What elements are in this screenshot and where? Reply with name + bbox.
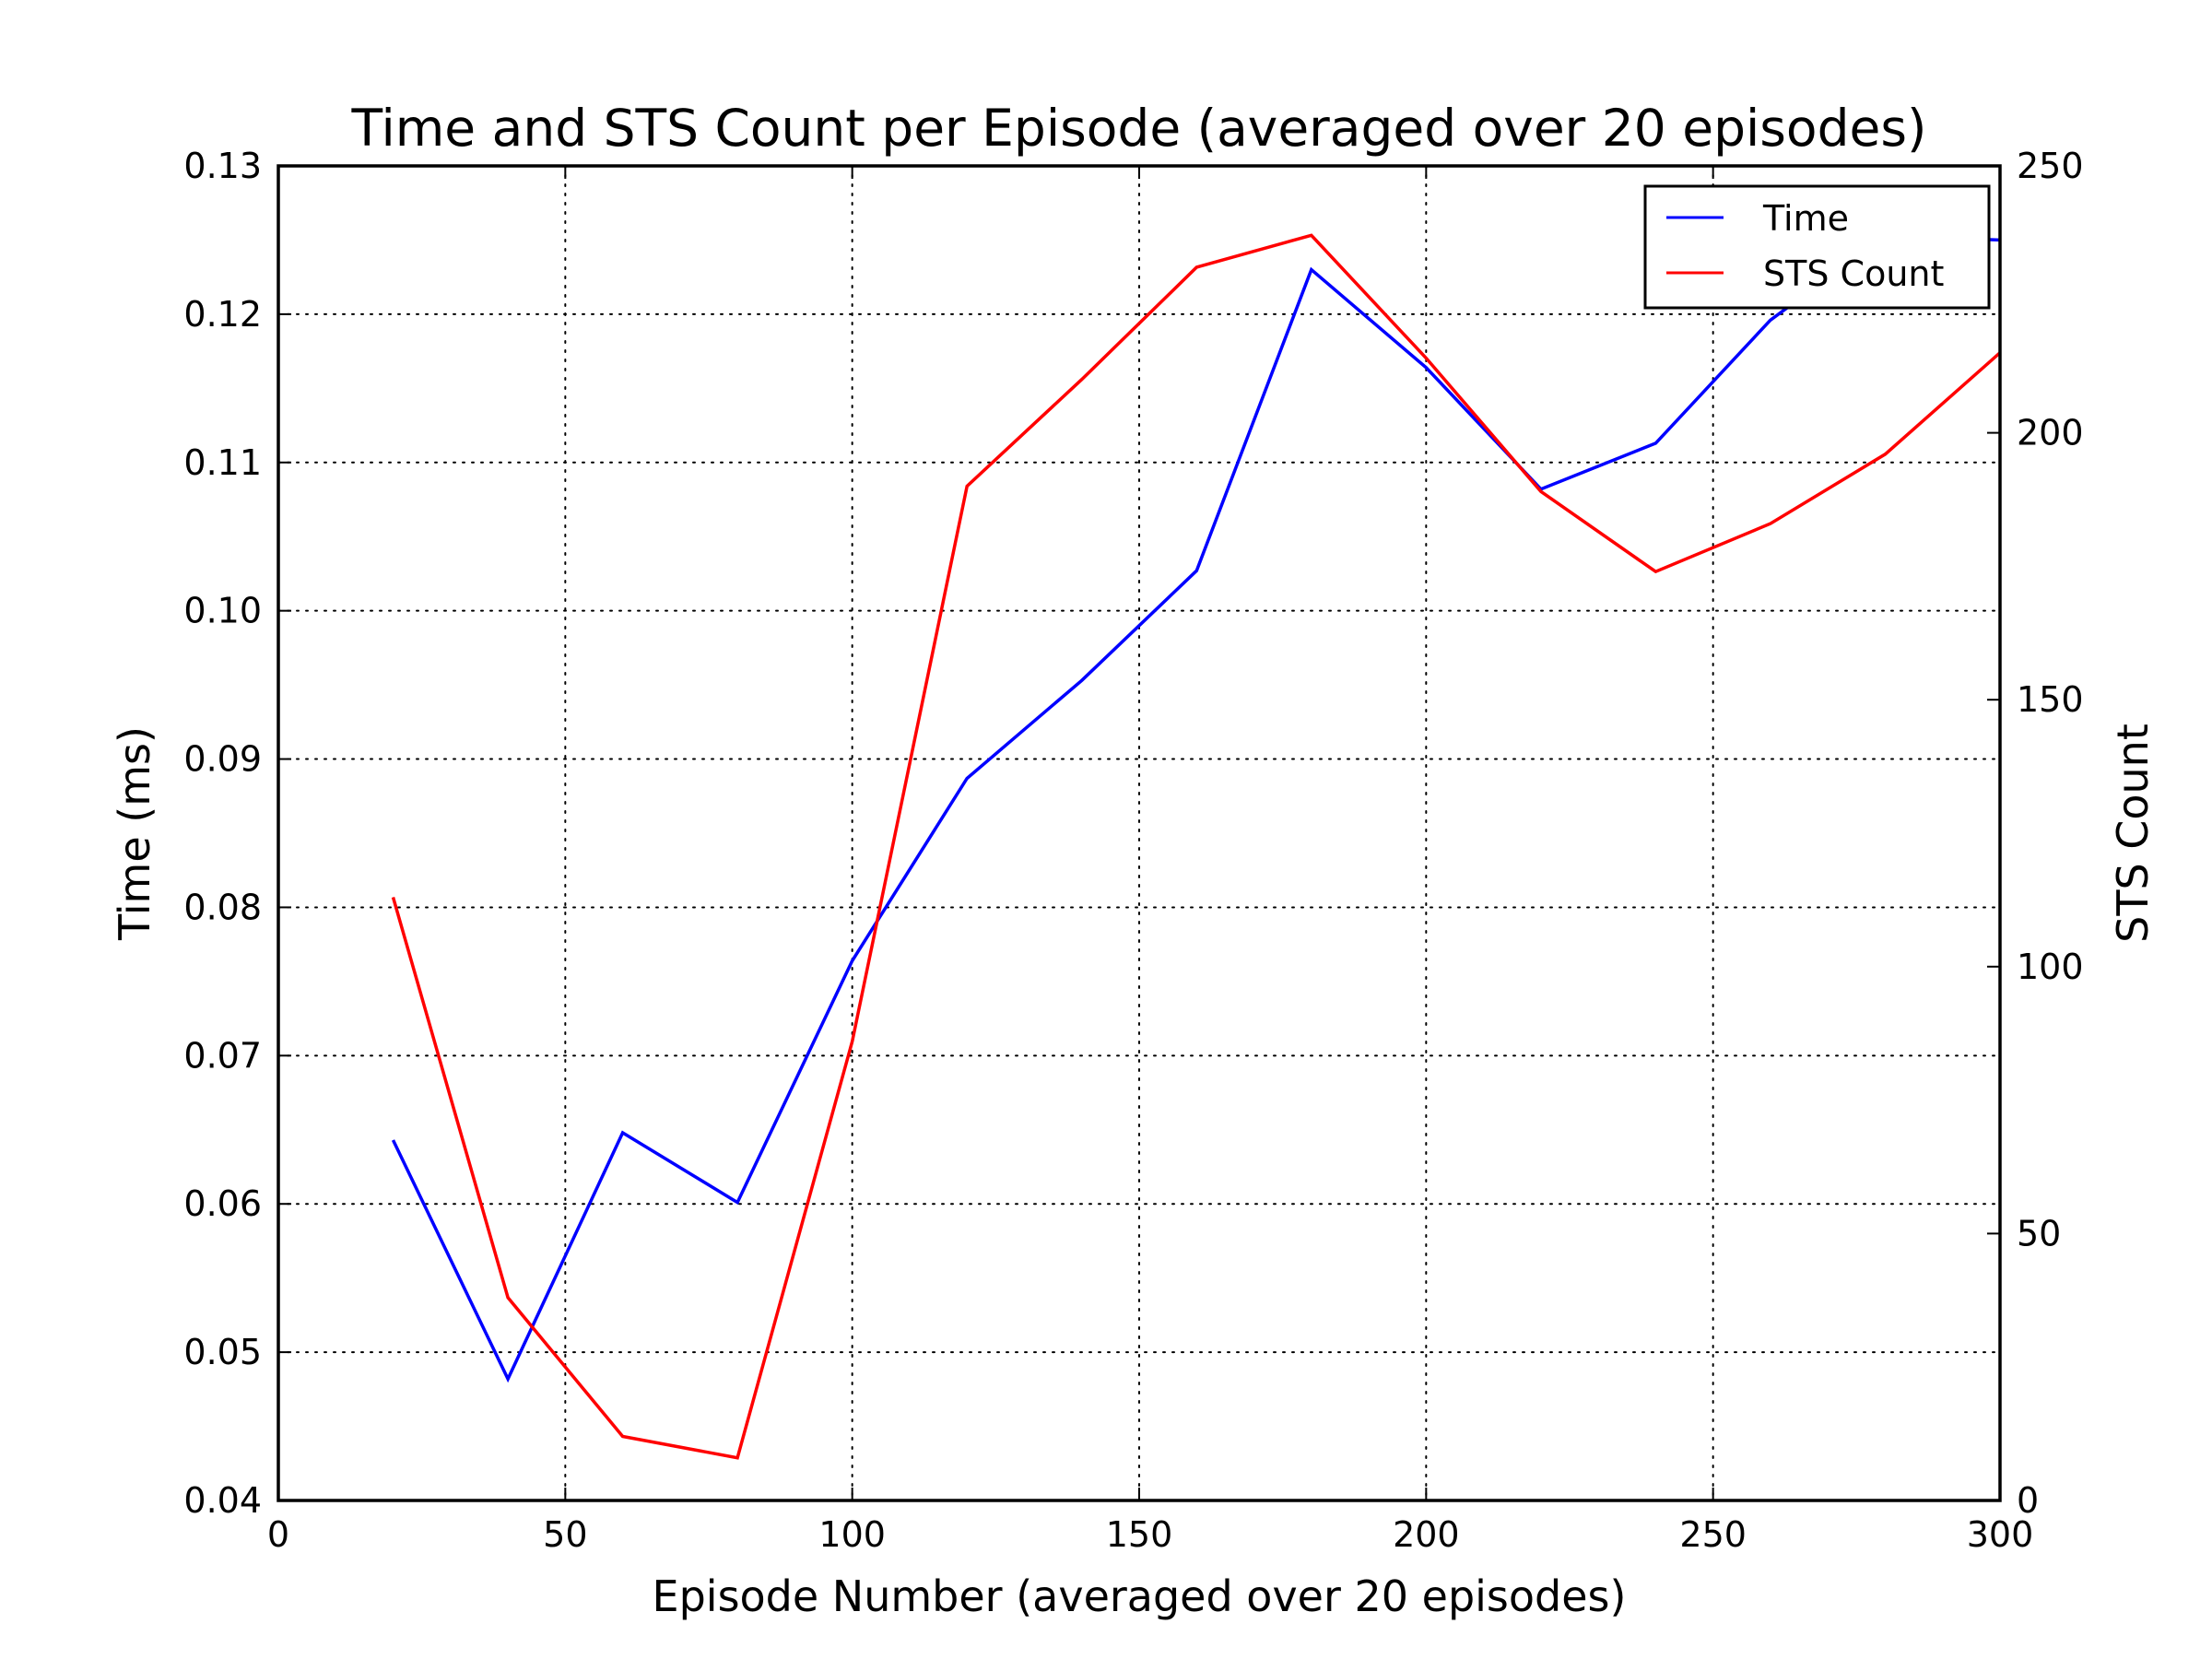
y-tick-label-left: 0.04 — [183, 1480, 262, 1521]
y-tick-label-left: 0.06 — [183, 1183, 262, 1224]
y-tick-label-left: 0.07 — [183, 1035, 262, 1076]
x-tick-label: 50 — [543, 1514, 587, 1555]
y-axis-label-left: Time (ms) — [110, 726, 159, 941]
axis-ticks — [277, 165, 2001, 1501]
y-tick-label-left: 0.05 — [183, 1332, 262, 1372]
grid-lines — [277, 165, 2001, 1501]
legend-label-sts-count: STS Count — [1763, 253, 1944, 294]
x-tick-label: 150 — [1106, 1514, 1173, 1555]
x-tick-label: 250 — [1679, 1514, 1747, 1555]
y-tick-label-left: 0.12 — [183, 294, 262, 335]
y-tick-label-left: 0.08 — [183, 887, 262, 927]
legend-box — [1643, 184, 1991, 310]
x-tick-labels: 0 50 100 150 200 250 300 — [267, 1514, 2033, 1555]
y-tick-label-right: 100 — [2017, 947, 2084, 987]
x-tick-label: 200 — [1393, 1514, 1460, 1555]
y-tick-label-left: 0.13 — [183, 146, 262, 186]
chart-title: Time and STS Count per Episode (averaged… — [351, 99, 1927, 158]
series-lines — [391, 233, 2000, 1460]
legend: Time STS Count — [1643, 184, 1991, 310]
y-tick-label-left: 0.11 — [183, 442, 262, 483]
series-line-sts-count — [391, 233, 2000, 1460]
y-tick-label-right: 150 — [2017, 679, 2084, 720]
x-axis-label: Episode Number (averaged over 20 episode… — [653, 1571, 1627, 1621]
y-tick-labels-right: 0 50 100 150 200 250 — [2017, 146, 2084, 1521]
series-line-time — [391, 233, 2000, 1383]
y-tick-label-left: 0.10 — [183, 591, 262, 631]
y-tick-label-right: 250 — [2017, 146, 2084, 186]
y-tick-label-right: 50 — [2017, 1213, 2061, 1253]
y-axis-label-right: STS Count — [2108, 724, 2158, 943]
y-tick-label-right: 200 — [2017, 413, 2084, 453]
legend-label-time: Time — [1762, 198, 1849, 239]
y-tick-labels-left: 0.04 0.05 0.06 0.07 0.08 0.09 0.10 0.11 0.12 0.13 — [183, 146, 262, 1521]
y-tick-label-left: 0.09 — [183, 739, 262, 780]
x-tick-label: 100 — [818, 1514, 886, 1555]
x-tick-label: 0 — [267, 1514, 289, 1555]
x-tick-label: 300 — [1967, 1514, 2034, 1555]
y-tick-label-right: 0 — [2017, 1480, 2039, 1521]
